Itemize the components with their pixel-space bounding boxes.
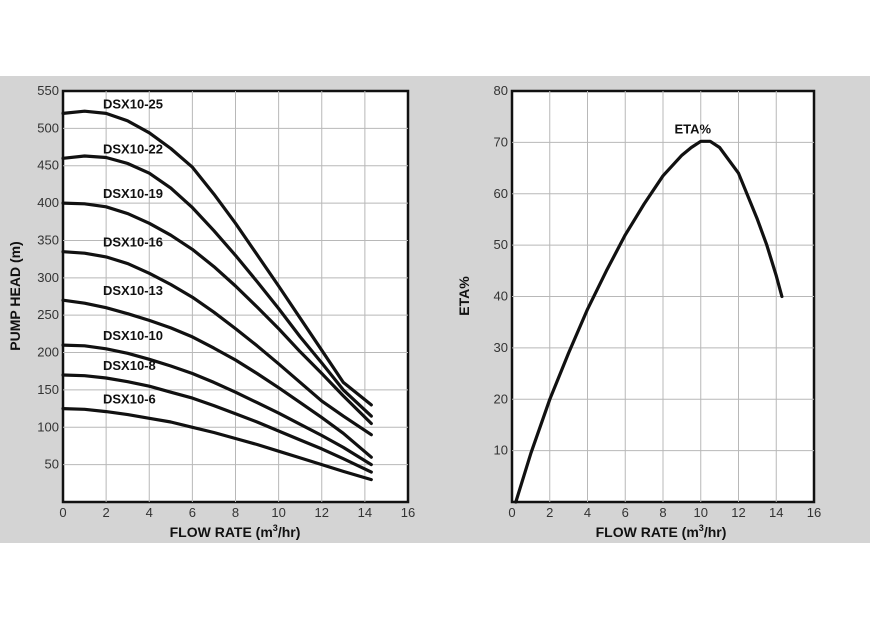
y-tick-label: 50 [494, 237, 508, 252]
y-tick-label: 450 [37, 158, 59, 173]
eta-xlabel-sup: 3 [699, 523, 704, 533]
y-tick-label: 50 [45, 457, 59, 472]
x-tick-label: 6 [189, 505, 196, 520]
head-xlabel-sup: 3 [273, 523, 278, 533]
x-tick-label: 2 [546, 505, 553, 520]
x-tick-label: 2 [103, 505, 110, 520]
series-line-dsx10-25 [61, 109, 373, 407]
series-line-dsx10-6 [61, 407, 373, 482]
eta-y-ticks: 10 20 30 40 50 60 70 80 [494, 83, 508, 458]
y-tick-label: 350 [37, 232, 59, 247]
eta-x-ticks: 0 2 4 6 8 10 12 14 16 [508, 505, 821, 520]
x-tick-label: 16 [807, 505, 821, 520]
head-y-ticks: 50 100 150 200 250 300 350 400 450 500 550 [37, 83, 59, 472]
series-line-dsx10-22 [61, 154, 373, 418]
eta-series-labels: ETA% [674, 121, 711, 136]
x-tick-label: 0 [59, 505, 66, 520]
y-tick-label: 100 [37, 419, 59, 434]
series-line-dsx10-13 [61, 298, 373, 459]
y-tick-label: 400 [37, 195, 59, 210]
pump-head-chart: 0 2 4 6 8 10 12 14 16 50 100 150 200 250 300 350 400 450… [7, 83, 415, 540]
series-label-dsx10-25: DSX10-25 [103, 96, 163, 111]
x-tick-label: 8 [232, 505, 239, 520]
head-y-axis-title: PUMP HEAD (m) [7, 241, 23, 350]
series-line-eta [514, 139, 784, 504]
x-tick-label: 10 [694, 505, 708, 520]
x-tick-label: 12 [731, 505, 745, 520]
eta-curves [514, 139, 784, 504]
series-label-dsx10-8: DSX10-8 [103, 358, 156, 373]
head-xlabel-tail: /hr) [278, 524, 301, 540]
y-tick-label: 250 [37, 307, 59, 322]
y-tick-label: 70 [494, 134, 508, 149]
y-tick-label: 80 [494, 83, 508, 98]
x-tick-label: 12 [315, 505, 329, 520]
head-x-axis-title: FLOW RATE (m3/hr) [170, 523, 301, 540]
head-xlabel-main: FLOW RATE (m [170, 524, 273, 540]
y-tick-label: 550 [37, 83, 59, 98]
y-tick-label: 30 [494, 340, 508, 355]
series-label-dsx10-13: DSX10-13 [103, 283, 163, 298]
series-label-dsx10-10: DSX10-10 [103, 328, 163, 343]
x-tick-label: 16 [401, 505, 415, 520]
series-label-dsx10-6: DSX10-6 [103, 392, 156, 407]
y-tick-label: 60 [494, 186, 508, 201]
x-tick-label: 0 [508, 505, 515, 520]
series-line-dsx10-8 [61, 373, 373, 474]
x-tick-label: 4 [146, 505, 153, 520]
x-tick-label: 4 [584, 505, 591, 520]
y-tick-label: 20 [494, 391, 508, 406]
eta-y-axis-title: ETA% [456, 276, 472, 316]
y-tick-label: 300 [37, 270, 59, 285]
series-line-dsx10-10 [61, 343, 373, 467]
x-tick-label: 6 [622, 505, 629, 520]
y-tick-label: 40 [494, 289, 508, 304]
series-label-dsx10-19: DSX10-19 [103, 186, 163, 201]
series-label-dsx10-16: DSX10-16 [103, 235, 163, 250]
y-tick-label: 10 [494, 443, 508, 458]
eta-xlabel-main: FLOW RATE (m [596, 524, 699, 540]
x-tick-label: 8 [659, 505, 666, 520]
y-tick-label: 150 [37, 382, 59, 397]
head-x-ticks: 0 2 4 6 8 10 12 14 16 [59, 505, 415, 520]
eta-x-axis-title: FLOW RATE (m3/hr) [596, 523, 727, 540]
series-label-dsx10-22: DSX10-22 [103, 141, 163, 156]
x-tick-label: 14 [358, 505, 372, 520]
head-series-labels: DSX10-25 DSX10-22 DSX10-19 DSX10-16 DSX10-13… [103, 96, 163, 406]
series-line-dsx10-16 [61, 250, 373, 437]
series-label-eta: ETA% [674, 121, 711, 136]
efficiency-chart: 0 2 4 6 8 10 12 14 16 10 20 30 40 50 60 70 80 ETA% FLOW… [456, 83, 821, 540]
y-tick-label: 500 [37, 120, 59, 135]
series-line-dsx10-19 [61, 201, 373, 426]
eta-grid [512, 91, 814, 502]
x-tick-label: 14 [769, 505, 783, 520]
eta-xlabel-tail: /hr) [704, 524, 727, 540]
y-tick-label: 200 [37, 345, 59, 360]
x-tick-label: 10 [271, 505, 285, 520]
head-curves [61, 109, 373, 482]
